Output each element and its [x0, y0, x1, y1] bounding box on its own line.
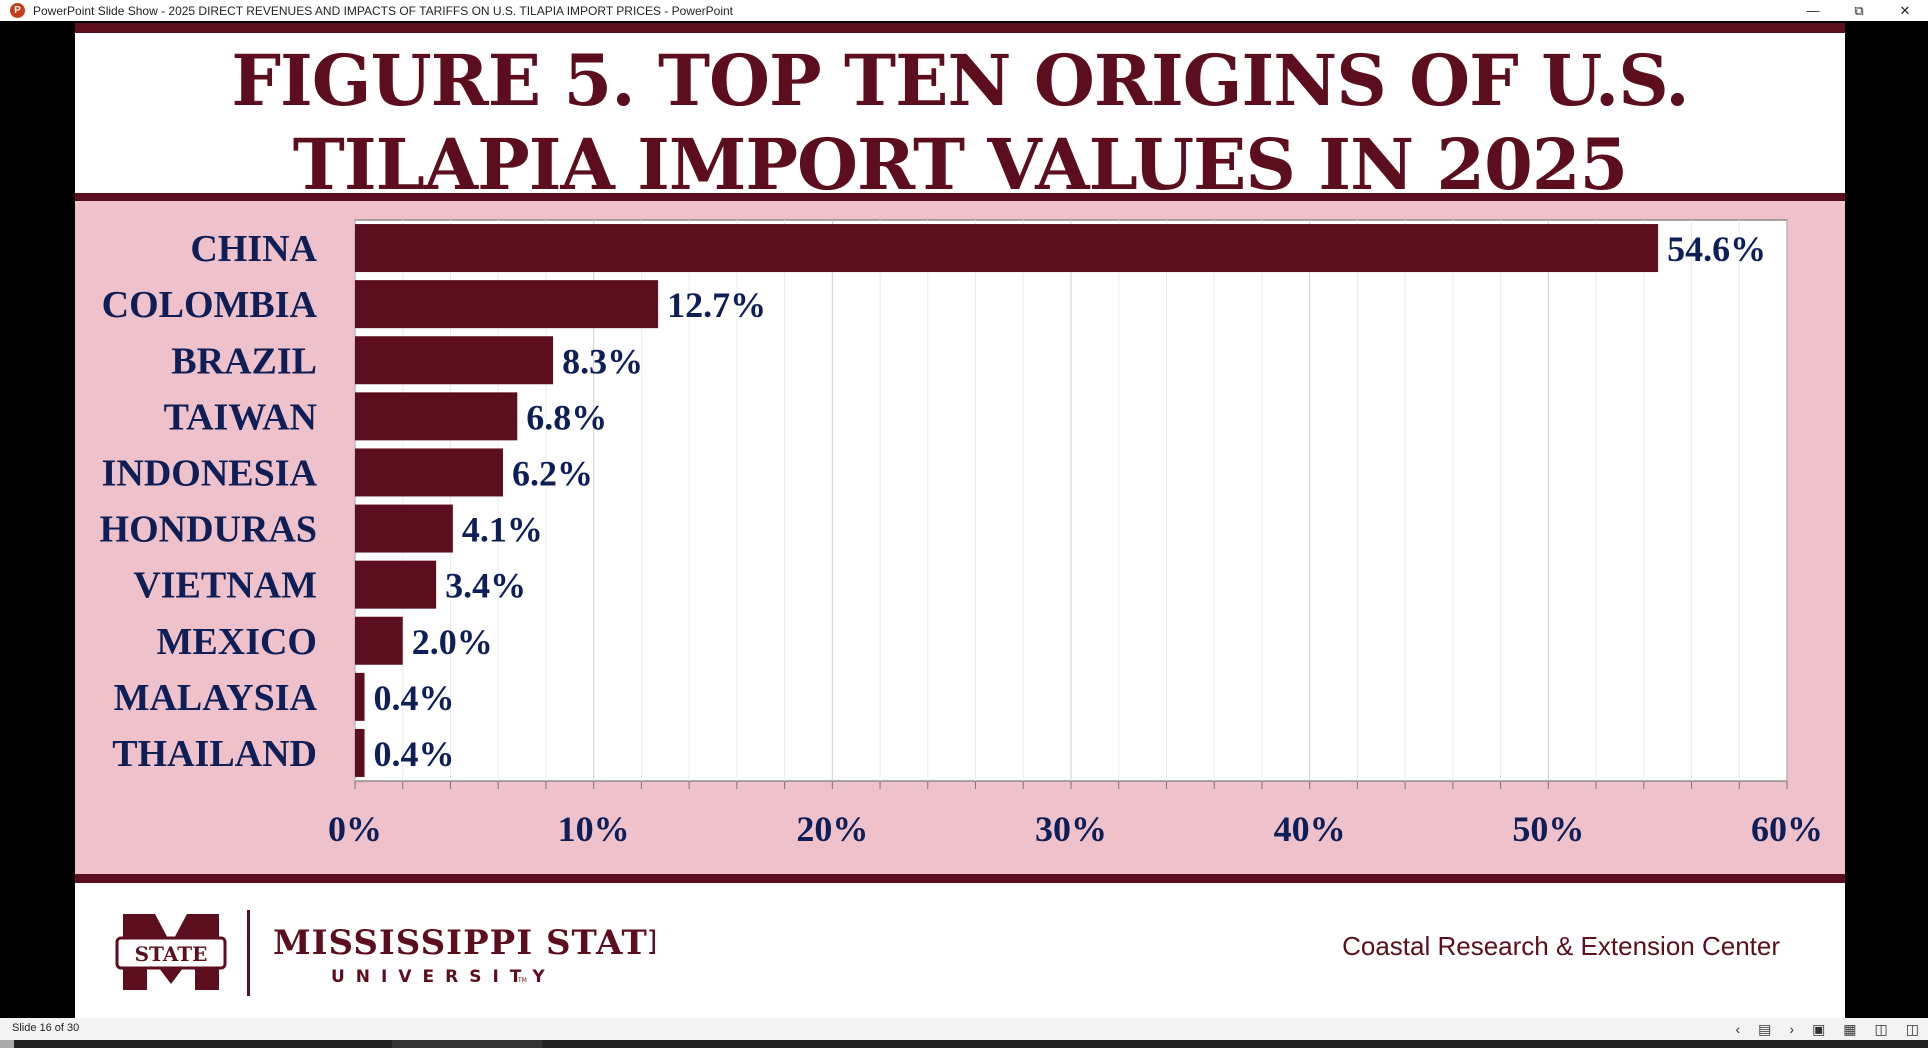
x-tick-label: 50% — [1512, 809, 1584, 849]
slide-sorter-icon[interactable]: ▦ — [1843, 1020, 1857, 1037]
data-label: 2.0% — [412, 622, 493, 662]
bar-chart: CHINA 54.6% COLOMBIA 12.7% BRAZIL 8.3% TAIWAN 6… — [100, 219, 1823, 849]
slide-title-line-1: FIGURE 5. TOP TEN ORIGINS OF U.S. — [231, 39, 1689, 122]
data-label: 0.4% — [374, 678, 455, 718]
x-tick-label: 40% — [1274, 809, 1346, 849]
x-tick-label: 10% — [558, 809, 630, 849]
data-label: 6.2% — [512, 453, 593, 493]
status-controls: ‹ ▤ › ▣ ▦ ◫ ◫ — [1726, 1018, 1928, 1040]
taskbar-strip — [0, 1040, 1928, 1048]
category-label: INDONESIA — [102, 452, 318, 494]
category-label: HONDURAS — [100, 509, 317, 551]
reading-view-icon[interactable]: ◫ — [1874, 1020, 1888, 1037]
status-bar: Slide 16 of 30 ‹ ▤ › ▣ ▦ ◫ ◫ — [0, 1018, 1928, 1040]
x-tick-label: 60% — [1751, 809, 1823, 849]
bar-vietnam — [355, 560, 437, 609]
normal-view-icon[interactable]: ▣ — [1812, 1020, 1826, 1037]
data-label: 4.1% — [462, 510, 543, 550]
data-label: 8.3% — [562, 341, 643, 381]
bar-honduras — [355, 504, 453, 553]
top-divider — [75, 23, 1845, 33]
footer-center-name: Coastal Research & Extension Center — [1342, 931, 1780, 961]
data-label: 54.6% — [1667, 229, 1766, 269]
x-tick-label: 20% — [796, 809, 868, 849]
slide-counter: Slide 16 of 30 — [12, 1022, 80, 1034]
logo-tm-text: TM — [517, 977, 527, 984]
category-label: BRAZIL — [171, 340, 317, 382]
bar-mexico — [355, 616, 403, 665]
powerpoint-app-icon: P — [10, 3, 25, 18]
x-tick-label: 0% — [328, 809, 382, 849]
bar-malaysia — [355, 672, 365, 721]
bar-china — [355, 224, 1659, 273]
window-controls: — ⧉ ✕ — [1790, 0, 1928, 21]
restore-icon[interactable]: ⧉ — [1854, 2, 1864, 18]
logo-state-text: STATE — [135, 942, 208, 966]
taskbar-segment — [0, 1040, 14, 1048]
slideshow-icon[interactable]: ◫ — [1905, 1020, 1919, 1037]
bottom-divider — [75, 874, 1845, 883]
logo-sub-text: UNIVERSITY — [331, 967, 556, 987]
data-label: 12.7% — [667, 285, 766, 325]
bar-taiwan — [355, 392, 518, 441]
category-label: COLOMBIA — [102, 284, 318, 326]
slide-title-line-2: TILAPIA IMPORT VALUES IN 2025 — [292, 123, 1628, 206]
title-divider — [75, 193, 1845, 201]
slide-menu-icon[interactable]: ▤ — [1758, 1020, 1772, 1037]
bar-colombia — [355, 280, 659, 329]
next-slide-icon[interactable]: › — [1789, 1021, 1795, 1037]
data-label: 3.4% — [445, 566, 526, 606]
minimize-icon[interactable]: — — [1806, 3, 1820, 18]
bar-indonesia — [355, 448, 503, 497]
category-label: MEXICO — [157, 621, 317, 663]
window-title-bar: P PowerPoint Slide Show - 2025 DIRECT RE… — [0, 0, 1928, 21]
slide-footer: STATE MISSISSIPPI STATE UNIVERSITY TM Co… — [75, 883, 1845, 1018]
taskbar-segment — [392, 1040, 542, 1048]
msu-logo: STATE MISSISSIPPI STATE UNIVERSITY TM — [115, 908, 674, 1003]
data-label: 0.4% — [374, 734, 455, 774]
category-label: THAILAND — [112, 733, 317, 775]
category-label: VIETNAM — [133, 565, 317, 607]
logo-name-text: MISSISSIPPI STATE — [273, 923, 655, 963]
chart-panel: CHINA 54.6% COLOMBIA 12.7% BRAZIL 8.3% TAIWAN 6… — [75, 201, 1845, 874]
bar-thailand — [355, 728, 365, 777]
close-icon[interactable]: ✕ — [1899, 2, 1911, 18]
x-tick-label: 30% — [1035, 809, 1107, 849]
previous-slide-icon[interactable]: ‹ — [1735, 1021, 1741, 1037]
category-label: CHINA — [190, 228, 317, 270]
window-title: PowerPoint Slide Show - 2025 DIRECT REVE… — [33, 3, 733, 18]
slide[interactable]: FIGURE 5. TOP TEN ORIGINS OF U.S. TILAPI… — [75, 23, 1845, 1018]
msu-logo-mark: STATE MISSISSIPPI STATE UNIVERSITY TM — [115, 910, 674, 996]
category-label: MALAYSIA — [114, 677, 318, 719]
data-label: 6.8% — [526, 397, 607, 437]
slide-title: FIGURE 5. TOP TEN ORIGINS OF U.S. TILAPI… — [75, 33, 1845, 213]
category-label: TAIWAN — [164, 396, 317, 438]
bar-brazil — [355, 336, 554, 385]
